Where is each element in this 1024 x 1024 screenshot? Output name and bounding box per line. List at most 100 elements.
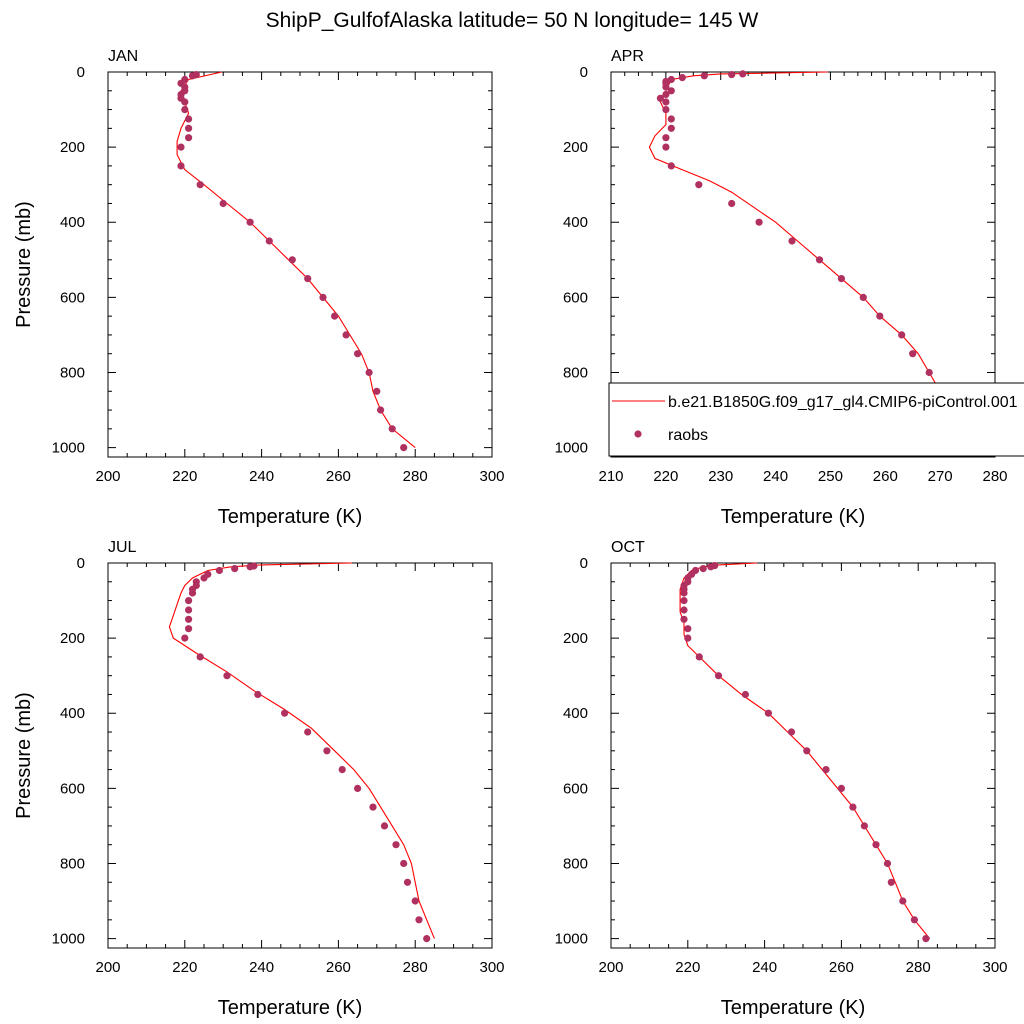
raobs-point [678,74,686,82]
panel-apr: APR 210 220 230 240 250 260 270 280 0 200 400 600 800… [555,48,1008,528]
x-tick-label: 210 [598,468,623,485]
y-tick-label: 600 [563,780,588,797]
raobs-point [177,162,185,170]
raobs-point [662,90,670,99]
raobs-point [898,331,906,339]
y-axis-label: Pressure (mb) [13,692,35,819]
raobs-point [200,574,208,582]
model-profile-line [168,562,435,939]
x-tick-label: 300 [479,468,504,485]
raobs-point [876,312,884,320]
plot-frame [107,562,493,949]
raobs-point [196,653,204,661]
raobs-point [415,916,423,924]
raobs-point [699,565,707,573]
raobs-point [695,181,703,189]
legend-box [608,382,1024,457]
raobs-point [380,822,389,830]
raobs-point [887,878,895,886]
raobs-point [656,94,665,102]
raobs-point [667,87,675,95]
y-tick-label: 800 [60,855,85,872]
raobs-point [695,653,703,661]
raobs-point [899,897,907,905]
legend-obs-marker-swatch [634,430,642,438]
raobs-point [662,98,670,106]
x-tick-label: 300 [479,959,504,976]
raobs-point [181,106,189,114]
x-axis-label: Temperature (K) [218,997,363,1019]
x-tick-label: 280 [403,959,428,976]
y-tick-label: 0 [580,64,588,81]
raobs-point [815,256,824,264]
raobs-point [246,563,254,571]
raobs-point [196,181,204,189]
x-tick-label: 260 [326,959,351,976]
raobs-point [922,935,930,943]
y-axis-label: Pressure (mb) [13,201,35,328]
x-axis-label: Temperature (K) [721,506,866,528]
y-tick-label: 1000 [555,931,588,948]
x-tick-label: 280 [403,468,428,485]
x-tick-label: 250 [818,468,843,485]
raobs-point [231,565,239,573]
x-tick-label: 220 [653,468,678,485]
panel-oct: OCT 200 220 240 260 280 300 0 200 400 600 800 1000 Te… [555,539,1008,1019]
x-tick-label: 240 [763,468,788,485]
raobs-point [662,134,670,142]
x-tick-label: 240 [249,959,274,976]
raobs-point [909,350,917,358]
x-tick-label: 240 [752,959,777,976]
legend-obs-label: raobs [668,427,708,444]
raobs-point [707,563,715,571]
y-tick-label: 0 [580,555,588,572]
raobs-point [849,803,857,811]
x-tick-label: 200 [95,468,120,485]
raobs-point [281,709,289,717]
x-tick-label: 260 [326,468,351,485]
y-tick-label: 800 [60,364,85,381]
panel-jan: JAN 200 220 240 260 280 300 0 200 400 600 800 1000 Te… [13,48,505,528]
raobs-point [319,293,327,301]
raobs-point [342,331,350,339]
raobs-point [400,859,408,868]
y-tick-label: 0 [77,555,85,572]
raobs-point [667,75,675,84]
y-tick-label: 0 [77,64,85,81]
plot-frame [107,71,493,458]
raobs-point [837,784,846,793]
raobs-point [181,98,189,106]
raobs-point [354,350,362,358]
raobs-point [331,312,339,320]
x-tick-label: 300 [982,959,1007,976]
legend: b.e21.B1850G.f09_g17_gl4.CMIP6-piControl… [608,382,1024,457]
raobs-point [377,406,385,414]
raobs-point [680,615,688,623]
raobs-point [662,143,670,151]
raobs-point [185,134,193,142]
raobs-point [662,83,670,91]
x-tick-label: 280 [982,468,1007,485]
raobs-point [822,766,830,774]
legend-model-label: b.e21.B1850G.f09_g17_gl4.CMIP6-piControl… [668,394,1018,411]
y-tick-label: 1000 [52,440,85,457]
raobs-point [403,878,412,886]
raobs-point [700,72,708,80]
raobs-point [662,106,670,114]
y-tick-label: 400 [563,705,588,722]
raobs-point [755,218,763,226]
raobs-point [925,368,933,377]
raobs-point [728,71,736,79]
panel-jul: JUL 200 220 240 260 280 300 0 200 400 600 800 1000 Te… [13,539,505,1019]
figure-title: ShipP_GulfofAlaska latitude= 50 N longit… [266,9,759,32]
raobs-point [304,275,312,283]
x-tick-label: 220 [675,959,700,976]
raobs-point [185,597,193,605]
x-tick-label: 220 [172,468,197,485]
raobs-point [254,690,262,699]
raobs-point [860,822,869,830]
raobs-point [265,237,273,245]
raobs-point [323,747,331,755]
raobs-point [223,672,231,680]
